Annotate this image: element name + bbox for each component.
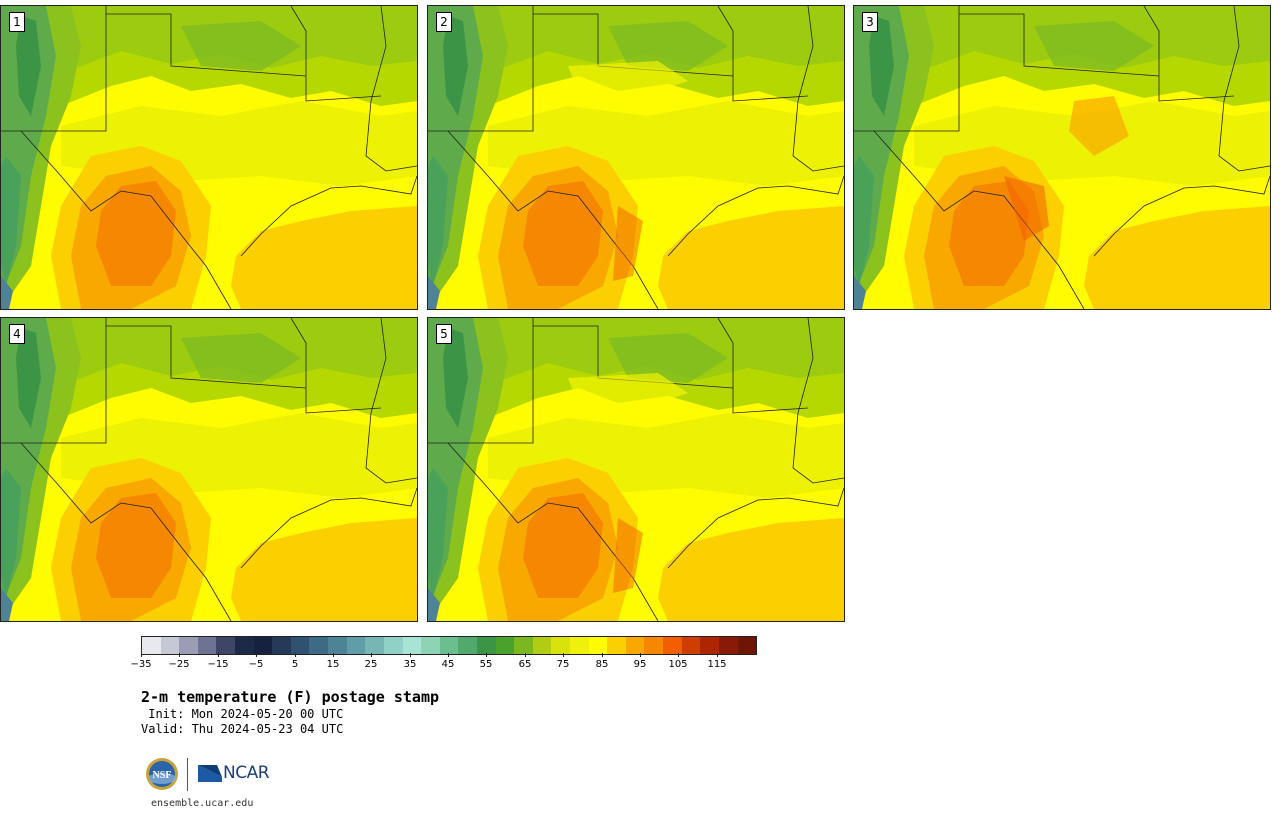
- colorbar-tick-label: 45: [441, 659, 455, 670]
- colorbar-swatch: [160, 637, 180, 654]
- colorbar-tick: [717, 653, 718, 657]
- map-panel-1: 1: [0, 5, 418, 310]
- nsf-logo-text: NSF: [153, 770, 172, 781]
- colorbar-swatch: [328, 637, 347, 654]
- colorbar-tick: [295, 653, 296, 657]
- colorbar-swatch: [272, 637, 291, 654]
- map-panel-2: 2: [427, 5, 845, 310]
- colorbar-ticks: −35 −25 −15 −5 5 15 25 35 45 55 65 75 85 95 105 115: [130, 653, 755, 677]
- colorbar-tick-label: 95: [633, 659, 647, 670]
- colorbar-swatch: [737, 637, 757, 654]
- colorbar-swatch: [197, 637, 217, 654]
- plot-title: 2-m temperature (F) postage stamp: [141, 688, 440, 706]
- colorbar-swatch: [514, 637, 533, 654]
- colorbar-tick: [218, 653, 219, 657]
- temperature-map-1: [1, 6, 417, 309]
- footer-url[interactable]: ensemble.ucar.edu: [151, 798, 254, 809]
- colorbar-swatch: [290, 637, 310, 654]
- colorbar-tick-label: 5: [291, 659, 299, 670]
- member-label-1: 1: [9, 12, 25, 32]
- colorbar-swatch: [142, 637, 161, 654]
- colorbar-tick-label: 115: [707, 659, 727, 670]
- colorbar-swatch: [588, 637, 608, 654]
- colorbar-tick-label: 85: [595, 659, 609, 670]
- colorbar-tick-label: −15: [207, 659, 229, 670]
- colorbar-swatch: [625, 637, 645, 654]
- colorbar-swatch: [458, 637, 477, 654]
- colorbar-tick-label: 25: [364, 659, 378, 670]
- colorbar-tick-label: 65: [518, 659, 532, 670]
- ncar-logo-text: NCAR: [223, 763, 270, 783]
- logo-divider: [187, 758, 188, 791]
- colorbar-swatch: [439, 637, 459, 654]
- member-label-2: 2: [436, 12, 452, 32]
- colorbar-swatch: [718, 637, 738, 654]
- temperature-map-3: [854, 6, 1270, 309]
- colorbar-tick: [448, 653, 449, 657]
- colorbar-swatch: [253, 637, 273, 654]
- colorbar-tick-label: 55: [479, 659, 493, 670]
- colorbar: [141, 636, 757, 655]
- colorbar-tick-label: 75: [556, 659, 570, 670]
- colorbar-tick: [602, 653, 603, 657]
- colorbar-tick: [333, 653, 334, 657]
- colorbar-swatch: [309, 637, 329, 654]
- colorbar-swatch: [551, 637, 571, 654]
- colorbar-tick: [256, 653, 257, 657]
- colorbar-swatch: [476, 637, 496, 654]
- init-time: Init: Mon 2024-05-20 00 UTC: [141, 707, 344, 721]
- colorbar-swatch: [421, 637, 440, 654]
- colorbar-swatch: [607, 637, 626, 654]
- ncar-mark-icon: [198, 765, 222, 782]
- map-panel-3: 3: [853, 5, 1271, 310]
- colorbar-swatch: [235, 637, 254, 654]
- colorbar-tick: [141, 653, 142, 657]
- colorbar-tick: [640, 653, 641, 657]
- colorbar-swatch: [644, 637, 664, 654]
- colorbar-tick-label: −35: [130, 659, 152, 670]
- colorbar-tick: [486, 653, 487, 657]
- temperature-map-2: [428, 6, 844, 309]
- colorbar-tick: [525, 653, 526, 657]
- colorbar-swatch: [700, 637, 719, 654]
- colorbar-swatch: [346, 637, 366, 654]
- colorbar-swatch: [663, 637, 682, 654]
- colorbar-tick-label: 15: [326, 659, 340, 670]
- map-panel-4: 4: [0, 317, 418, 622]
- colorbar-swatch: [383, 637, 403, 654]
- colorbar-tick: [371, 653, 372, 657]
- colorbar-tick: [179, 653, 180, 657]
- colorbar-tick: [563, 653, 564, 657]
- temperature-map-4: [1, 318, 417, 621]
- colorbar-swatch: [681, 637, 701, 654]
- member-label-5: 5: [436, 324, 452, 344]
- valid-time: Valid: Thu 2024-05-23 04 UTC: [141, 722, 344, 736]
- colorbar-swatch: [402, 637, 422, 654]
- member-label-3: 3: [862, 12, 878, 32]
- nsf-logo: NSF: [146, 758, 178, 790]
- colorbar-swatch: [179, 637, 198, 654]
- colorbar-swatch: [570, 637, 589, 654]
- temperature-map-5: [428, 318, 844, 621]
- colorbar-swatch: [532, 637, 552, 654]
- member-label-4: 4: [9, 324, 25, 344]
- map-panel-5: 5: [427, 317, 845, 622]
- ncar-logo: NCAR: [197, 762, 270, 784]
- colorbar-tick-label: −25: [168, 659, 190, 670]
- colorbar-swatch: [365, 637, 384, 654]
- colorbar-tick-label: −5: [248, 659, 264, 670]
- colorbar-tick-label: 105: [668, 659, 688, 670]
- colorbar-swatch: [216, 637, 236, 654]
- colorbar-tick: [678, 653, 679, 657]
- colorbar-swatch: [495, 637, 515, 654]
- colorbar-tick: [410, 653, 411, 657]
- colorbar-tick-label: 35: [403, 659, 417, 670]
